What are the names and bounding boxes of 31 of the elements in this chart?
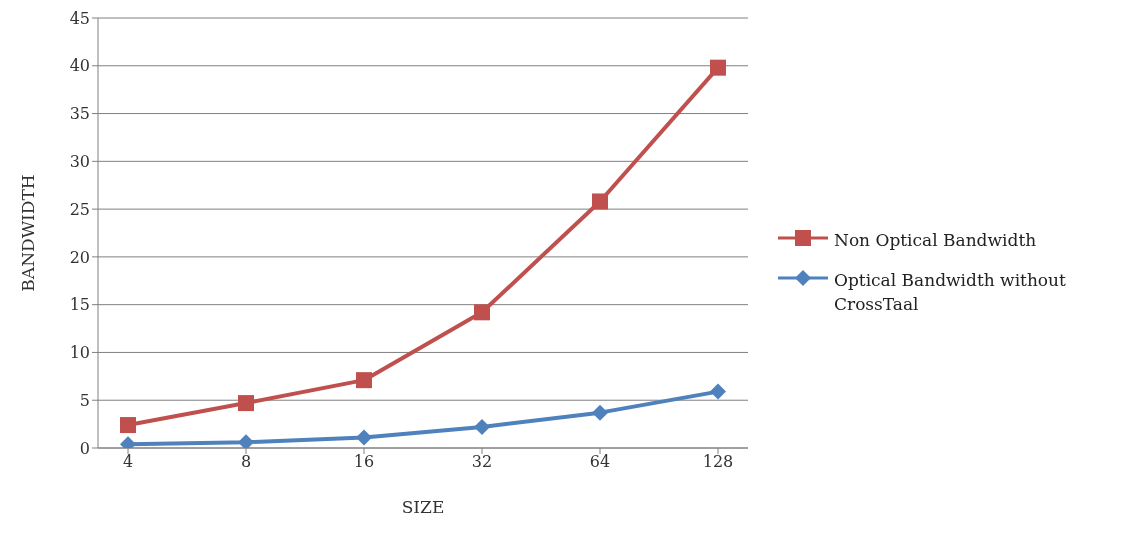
x-tick-label: 4 xyxy=(122,452,134,472)
y-axis-title: BANDWIDTH xyxy=(18,174,39,292)
y-tick-label: 30 xyxy=(69,152,90,172)
y-tick-label: 5 xyxy=(79,390,90,410)
x-tick-label: 8 xyxy=(240,452,252,472)
legend-label: Optical Bandwidth without CrossTaal xyxy=(834,269,1067,316)
x-tick-label: 16 xyxy=(353,452,375,472)
x-tick-label: 32 xyxy=(471,452,493,472)
point xyxy=(592,404,608,421)
point xyxy=(356,372,372,389)
point xyxy=(710,383,726,400)
point xyxy=(120,417,136,434)
y-tick-label: 40 xyxy=(69,56,90,76)
y-tick-label: 15 xyxy=(69,295,90,315)
point xyxy=(238,434,254,448)
y-tick-label: 25 xyxy=(69,199,90,219)
x-tick-label: 64 xyxy=(589,452,611,472)
point xyxy=(238,395,254,412)
x-tick-label: 128 xyxy=(702,452,734,472)
x-axis-title: SIZE xyxy=(401,497,445,517)
point xyxy=(474,304,490,321)
y-tick-label: 35 xyxy=(69,104,90,124)
y-tick-label: 10 xyxy=(69,343,90,363)
point xyxy=(474,418,490,435)
legend-label: Non Optical Bandwidth xyxy=(834,229,1037,252)
point xyxy=(356,429,372,446)
y-tick-label: 0 xyxy=(79,438,90,458)
point xyxy=(592,193,608,210)
y-tick-label: 45 xyxy=(69,8,90,28)
y-tick-label: 20 xyxy=(69,247,90,267)
point xyxy=(710,59,726,76)
